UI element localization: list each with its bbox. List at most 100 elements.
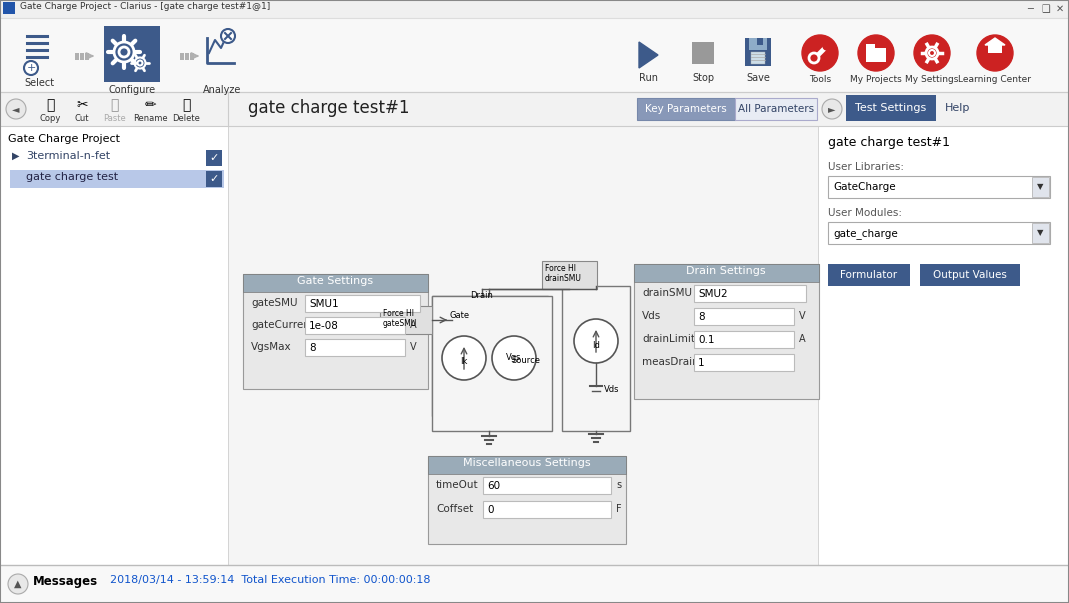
Text: timeOut: timeOut: [436, 480, 479, 490]
Text: Force HI: Force HI: [383, 309, 414, 318]
Circle shape: [492, 336, 536, 380]
Bar: [10, 170, 224, 188]
Text: Learning Center: Learning Center: [959, 75, 1032, 84]
Bar: [428, 456, 626, 544]
Text: ►: ►: [828, 104, 836, 114]
Text: ▼: ▼: [1037, 183, 1043, 192]
Text: Vgs: Vgs: [507, 353, 522, 362]
Circle shape: [858, 35, 894, 71]
Text: gate charge test#1: gate charge test#1: [248, 99, 409, 117]
Text: Gate Charge Project: Gate Charge Project: [7, 134, 120, 144]
Bar: [828, 176, 1050, 198]
Text: Messages: Messages: [33, 575, 98, 588]
Text: Stop: Stop: [692, 73, 714, 83]
Bar: [0, 0, 1069, 18]
Text: drainLimit: drainLimit: [642, 334, 695, 344]
Circle shape: [7, 574, 28, 594]
Bar: [1032, 223, 1049, 243]
Circle shape: [822, 99, 842, 119]
Text: A: A: [410, 320, 417, 330]
Text: 1e-08: 1e-08: [309, 321, 339, 331]
Text: Save: Save: [746, 73, 770, 83]
Bar: [0, 92, 1069, 126]
Bar: [828, 222, 1050, 244]
Text: gate charge test: gate charge test: [26, 172, 119, 182]
Text: Key Parameters: Key Parameters: [645, 104, 727, 114]
Text: ❑: ❑: [1041, 4, 1051, 14]
Text: Miscellaneous Settings: Miscellaneous Settings: [463, 458, 591, 468]
Text: gate_charge: gate_charge: [833, 228, 898, 239]
Text: Drain Settings: Drain Settings: [686, 266, 765, 276]
Bar: [185, 53, 189, 60]
Text: 0.1: 0.1: [698, 335, 714, 345]
Text: My Projects: My Projects: [850, 75, 902, 84]
Text: ✓: ✓: [210, 174, 219, 184]
Text: 3terminal-n-fet: 3terminal-n-fet: [26, 151, 110, 161]
Circle shape: [6, 99, 26, 119]
Bar: [86, 53, 89, 60]
Circle shape: [823, 42, 831, 50]
Text: ◄: ◄: [12, 104, 19, 114]
Bar: [243, 274, 428, 292]
Text: Select: Select: [24, 78, 55, 88]
Polygon shape: [639, 42, 659, 68]
Bar: [483, 501, 611, 518]
Text: Paste: Paste: [103, 114, 125, 123]
Text: gateSMU: gateSMU: [383, 319, 417, 328]
Text: Force HI: Force HI: [545, 264, 576, 273]
Circle shape: [802, 35, 838, 71]
Bar: [305, 295, 420, 312]
Text: Coffset: Coffset: [436, 504, 474, 514]
Circle shape: [574, 319, 618, 363]
Text: gate charge test#1: gate charge test#1: [828, 136, 950, 149]
Text: ▲: ▲: [14, 579, 21, 589]
Text: Gate Settings: Gate Settings: [297, 276, 373, 286]
Bar: [988, 45, 1002, 53]
Text: User Modules:: User Modules:: [828, 208, 902, 218]
Bar: [243, 274, 428, 389]
Bar: [542, 261, 597, 289]
Text: Rename: Rename: [133, 114, 168, 123]
Text: Drain: Drain: [470, 291, 494, 300]
Bar: [749, 38, 766, 50]
Bar: [432, 296, 548, 416]
Text: Gate: Gate: [450, 311, 470, 320]
Text: ▼: ▼: [1037, 229, 1043, 238]
Text: drainSMU: drainSMU: [545, 274, 582, 283]
Bar: [692, 42, 714, 64]
Text: s: s: [616, 480, 621, 490]
Bar: [866, 48, 886, 62]
Text: Vds: Vds: [642, 311, 662, 321]
Bar: [694, 285, 806, 302]
Bar: [80, 53, 84, 60]
Bar: [920, 264, 1020, 286]
Text: Ik: Ik: [461, 358, 468, 367]
Bar: [562, 286, 630, 431]
Bar: [694, 331, 794, 348]
Bar: [483, 477, 611, 494]
Bar: [428, 456, 626, 474]
Text: Source: Source: [512, 356, 541, 365]
Bar: [104, 26, 160, 82]
Text: Test Settings: Test Settings: [855, 103, 927, 113]
Bar: [735, 98, 817, 120]
Text: User Libraries:: User Libraries:: [828, 162, 904, 172]
Text: +: +: [27, 63, 35, 73]
Text: SMU1: SMU1: [309, 299, 339, 309]
Circle shape: [24, 61, 38, 75]
Text: Tools: Tools: [809, 75, 831, 84]
Bar: [180, 53, 184, 60]
Bar: [3, 2, 15, 14]
Bar: [694, 308, 794, 325]
Bar: [694, 354, 794, 371]
Text: Copy: Copy: [40, 114, 61, 123]
Text: Formulator: Formulator: [840, 270, 898, 280]
Text: Run: Run: [638, 73, 657, 83]
Text: All Parameters: All Parameters: [738, 104, 815, 114]
Bar: [379, 306, 432, 334]
Bar: [818, 126, 1069, 565]
Text: Id: Id: [592, 341, 600, 350]
Bar: [305, 339, 405, 356]
Text: Gate Charge Project - Clarius - [gate charge test#1@1]: Gate Charge Project - Clarius - [gate ch…: [20, 2, 270, 11]
Bar: [846, 95, 936, 121]
